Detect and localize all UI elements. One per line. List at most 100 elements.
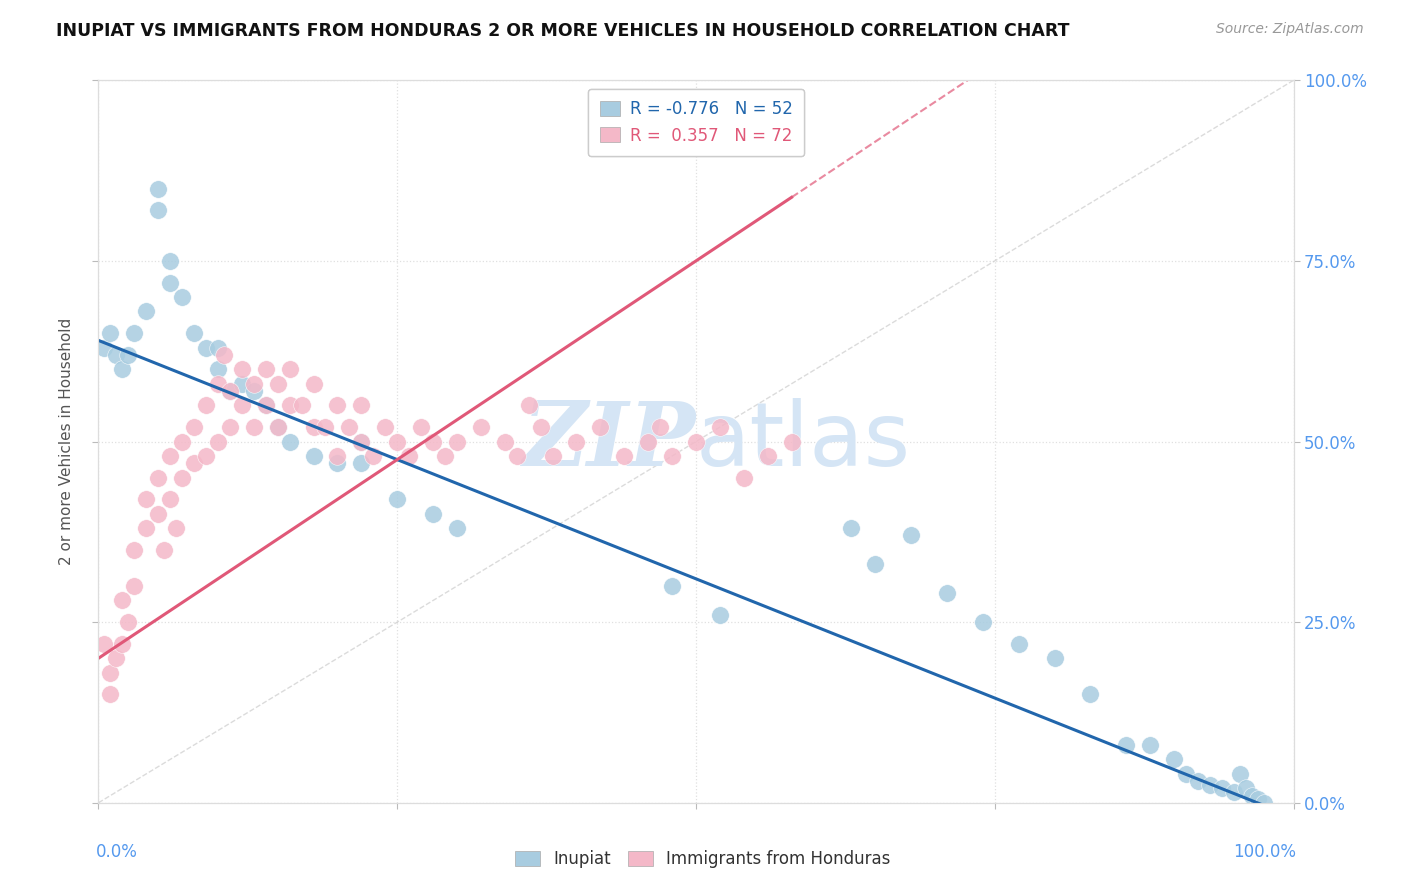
- Point: [661, 579, 683, 593]
- Point: [363, 449, 385, 463]
- Point: [1247, 792, 1270, 806]
- Point: [385, 492, 409, 507]
- Point: [165, 521, 187, 535]
- Point: [243, 420, 266, 434]
- Point: [1043, 651, 1066, 665]
- Point: [326, 449, 349, 463]
- Point: [135, 492, 157, 507]
- Point: [1008, 637, 1031, 651]
- Point: [195, 449, 218, 463]
- Point: [756, 449, 779, 463]
- Point: [350, 434, 373, 449]
- Point: [841, 521, 863, 535]
- Point: [350, 456, 373, 470]
- Point: [93, 637, 115, 651]
- Point: [254, 398, 277, 412]
- Point: [243, 384, 266, 398]
- Point: [972, 615, 994, 630]
- Point: [278, 398, 301, 412]
- Point: [1240, 789, 1263, 803]
- Point: [302, 449, 325, 463]
- Point: [212, 348, 235, 362]
- Point: [267, 420, 290, 434]
- Point: [326, 456, 349, 470]
- Point: [613, 449, 636, 463]
- Point: [470, 420, 492, 434]
- Point: [219, 420, 242, 434]
- Point: [172, 470, 194, 484]
- Point: [422, 507, 444, 521]
- Point: [1115, 738, 1137, 752]
- Point: [446, 521, 468, 535]
- Point: [124, 579, 146, 593]
- Point: [231, 398, 253, 412]
- Point: [661, 449, 683, 463]
- Point: [709, 420, 731, 434]
- Point: [422, 434, 444, 449]
- Point: [219, 384, 242, 398]
- Point: [339, 420, 361, 434]
- Point: [1253, 796, 1275, 810]
- Point: [231, 362, 253, 376]
- Point: [159, 253, 181, 268]
- Point: [278, 362, 301, 376]
- Point: [111, 593, 134, 607]
- Point: [411, 420, 433, 434]
- Point: [135, 304, 157, 318]
- Point: [231, 376, 253, 391]
- Point: [1175, 767, 1198, 781]
- Point: [648, 420, 672, 434]
- Point: [541, 449, 564, 463]
- Point: [219, 384, 242, 398]
- Point: [159, 492, 181, 507]
- Point: [780, 434, 803, 449]
- Point: [183, 326, 205, 340]
- Point: [865, 558, 887, 572]
- Point: [1080, 687, 1102, 701]
- Point: [254, 362, 277, 376]
- Point: [302, 420, 325, 434]
- Point: [385, 434, 409, 449]
- Point: [685, 434, 707, 449]
- Point: [733, 470, 755, 484]
- Point: [589, 420, 612, 434]
- Point: [195, 398, 218, 412]
- Legend: R = -0.776   N = 52, R =  0.357   N = 72: R = -0.776 N = 52, R = 0.357 N = 72: [588, 88, 804, 156]
- Point: [565, 434, 588, 449]
- Point: [1211, 781, 1233, 796]
- Point: [183, 420, 205, 434]
- Point: [1139, 738, 1161, 752]
- Point: [637, 434, 659, 449]
- Point: [172, 290, 194, 304]
- Point: [446, 434, 468, 449]
- Point: [111, 637, 134, 651]
- Point: [315, 420, 337, 434]
- Legend: Inupiat, Immigrants from Honduras: Inupiat, Immigrants from Honduras: [509, 844, 897, 875]
- Point: [148, 203, 170, 218]
- Point: [1187, 774, 1209, 789]
- Point: [506, 449, 529, 463]
- Point: [195, 341, 218, 355]
- Point: [124, 326, 146, 340]
- Point: [207, 362, 229, 376]
- Point: [98, 665, 122, 680]
- Point: [1199, 778, 1222, 792]
- Point: [172, 434, 194, 449]
- Text: Source: ZipAtlas.com: Source: ZipAtlas.com: [1216, 22, 1364, 37]
- Y-axis label: 2 or more Vehicles in Household: 2 or more Vehicles in Household: [59, 318, 75, 566]
- Point: [1229, 767, 1251, 781]
- Text: 0.0%: 0.0%: [96, 843, 138, 861]
- Text: ZIP: ZIP: [523, 399, 696, 484]
- Point: [1163, 752, 1185, 766]
- Point: [374, 420, 396, 434]
- Point: [148, 182, 170, 196]
- Point: [302, 376, 325, 391]
- Point: [267, 420, 290, 434]
- Point: [117, 615, 139, 630]
- Text: 100.0%: 100.0%: [1233, 843, 1296, 861]
- Point: [105, 348, 128, 362]
- Point: [93, 341, 115, 355]
- Text: INUPIAT VS IMMIGRANTS FROM HONDURAS 2 OR MORE VEHICLES IN HOUSEHOLD CORRELATION : INUPIAT VS IMMIGRANTS FROM HONDURAS 2 OR…: [56, 22, 1070, 40]
- Point: [159, 449, 181, 463]
- Point: [709, 607, 731, 622]
